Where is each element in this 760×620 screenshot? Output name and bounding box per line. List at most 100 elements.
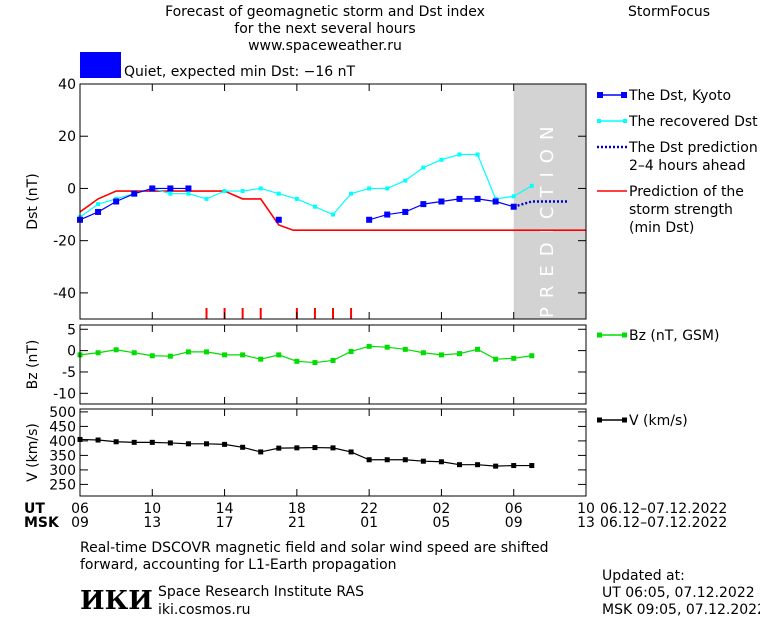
dst-point (185, 185, 192, 192)
legend-strength-text: (min Dst) (629, 220, 694, 236)
msk-date-range: 06.12–07.12.2022 (600, 515, 728, 531)
bz-point (457, 351, 462, 357)
dst-point (456, 195, 463, 202)
bz-point (222, 352, 228, 358)
v-point (294, 445, 300, 451)
bz-point (511, 355, 517, 361)
y-tick-label: 300 (49, 463, 76, 479)
msk-tick-label: 09 (505, 515, 523, 531)
legend-v-swatch-marker (622, 417, 627, 423)
ut-tick-label: 10 (577, 501, 595, 517)
updated-msk: MSK 09:05, 07.12.2022 (602, 602, 760, 618)
recovered-point (276, 191, 281, 196)
v-point (384, 457, 390, 463)
y-tick-label: 350 (49, 448, 76, 464)
bz-point (95, 350, 101, 356)
bz-point (330, 357, 336, 363)
dst-point (366, 216, 373, 223)
y-tick-label: 250 (49, 477, 76, 493)
y-axis-label: V (km/s) (25, 423, 41, 482)
dst-point (167, 185, 174, 192)
ut-date-range: 06.12–07.12.2022 (600, 501, 728, 517)
brand-name: StormFocus (628, 4, 711, 20)
ut-tick-label: 14 (216, 501, 234, 517)
bz-point (113, 347, 119, 353)
legend-bz-swatch-marker (597, 332, 602, 338)
bz-point (185, 349, 191, 355)
y-axis-label: Bz (nT) (25, 340, 41, 390)
panel-frame (79, 408, 587, 497)
recovered-point (331, 212, 335, 217)
bz-point (240, 352, 246, 358)
msk-tick-label: 21 (288, 515, 306, 531)
institute-name: Space Research Institute RAS (158, 584, 364, 600)
prediction-line (513, 200, 568, 208)
v-point (348, 449, 354, 455)
recovered-point (240, 189, 245, 194)
dst-point (402, 208, 409, 215)
legend-prediction-text: 2–4 hours ahead (629, 158, 746, 174)
v-point (457, 462, 462, 468)
legend-dst-swatch-marker (621, 92, 627, 98)
y-tick-label: 400 (49, 434, 76, 450)
y-tick-label: 20 (58, 129, 76, 145)
recovered-point (204, 196, 209, 201)
dst-point (420, 201, 427, 208)
y-tick-label: 0 (67, 181, 76, 197)
y-tick-label: 40 (58, 77, 76, 93)
v-point (131, 439, 137, 445)
dst-point (474, 195, 481, 202)
dst-point (275, 216, 282, 223)
bz-point (131, 350, 137, 356)
dst-point (384, 211, 391, 218)
chart-title-line3: www.spaceweather.ru (248, 38, 402, 54)
ut-tick-label: 10 (143, 501, 161, 517)
ut-tick-label: 06 (505, 501, 523, 517)
legend-dst-text: The Dst, Kyoto (628, 88, 731, 104)
ut-tick-label: 22 (360, 501, 378, 517)
msk-axis-label: MSK (24, 515, 59, 531)
y-tick-label: 500 (49, 405, 76, 421)
v-point (402, 457, 408, 463)
v-point (438, 459, 444, 465)
y-tick-label: 0 (67, 344, 76, 360)
footnote-line1: Real-time DSCOVR magnetic field and sola… (80, 540, 549, 556)
v-point (240, 444, 246, 450)
recovered-point (186, 191, 191, 196)
v-line (79, 438, 532, 467)
bz-point (204, 349, 209, 355)
y-tick-label: -20 (53, 234, 76, 250)
dst-point (438, 198, 445, 205)
chart-title-line1: Forecast of geomagnetic storm and Dst in… (165, 4, 485, 20)
v-point (276, 445, 282, 451)
legend-v-text: V (km/s) (629, 413, 688, 429)
ut-tick-label: 06 (71, 501, 89, 517)
bz-point (493, 356, 499, 362)
msk-tick-label: 13 (143, 515, 161, 531)
y-tick-label: 450 (49, 419, 76, 435)
y-tick-label: 5 (67, 322, 76, 338)
msk-tick-label: 17 (216, 515, 234, 531)
legend-recovered-swatch-marker (597, 119, 601, 123)
legend-recovered-swatch-marker (623, 119, 627, 123)
recovered-point (475, 152, 480, 157)
prediction-label: PREDICTION (537, 118, 558, 318)
recovered-point (421, 165, 426, 170)
strength-line (79, 190, 586, 232)
bz-point (475, 346, 481, 352)
bz-point (402, 346, 408, 352)
recovered-point (367, 186, 372, 191)
v-point (529, 463, 535, 469)
ut-tick-label: 18 (288, 501, 306, 517)
recovered-point (403, 178, 408, 183)
bz-point (167, 353, 173, 359)
recovered-point (511, 194, 516, 199)
v-point (113, 439, 119, 445)
recovered-point (385, 186, 390, 191)
dst-point (131, 190, 138, 197)
msk-tick-label: 13 (577, 515, 595, 531)
updated-ut: UT 06:05, 07.12.2022 (602, 585, 755, 601)
legend-dst-swatch-marker (597, 92, 603, 98)
v-point (312, 445, 318, 451)
